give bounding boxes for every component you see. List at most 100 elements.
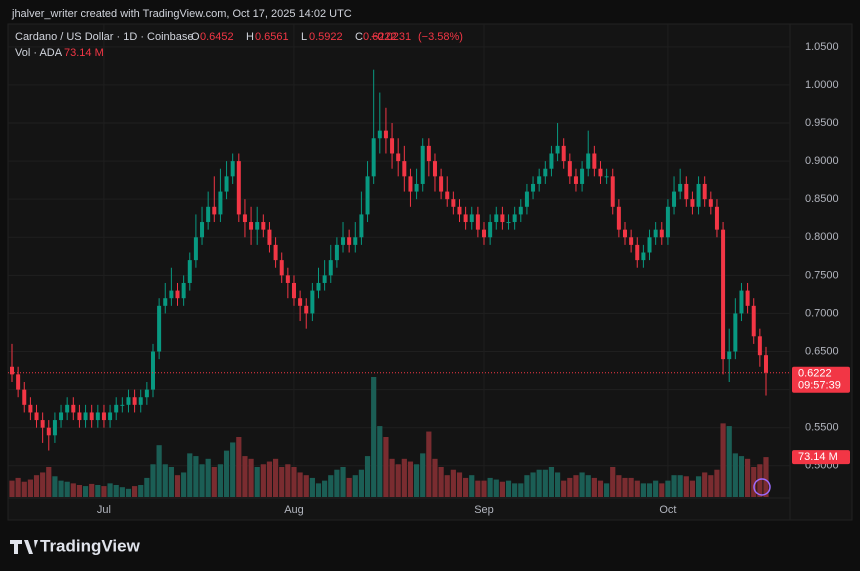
o-letter: O (191, 31, 200, 43)
candle-body (396, 153, 401, 162)
y-tick-label: 0.8000 (805, 231, 839, 243)
candle-body (561, 145, 566, 162)
candle-body (304, 305, 309, 314)
y-tick-label: 1.0500 (805, 41, 839, 53)
candle-body (567, 161, 572, 177)
volume-bar (401, 458, 407, 497)
candle-body (482, 229, 487, 238)
volume-bar (322, 480, 328, 497)
volume-bar (297, 472, 303, 497)
volume-bar (499, 481, 505, 497)
candle-body (255, 222, 260, 230)
candle-body (279, 260, 284, 276)
volume-bar (315, 483, 322, 497)
volume-bar (732, 453, 738, 497)
o-value: 0.6452 (200, 31, 234, 43)
volume-bar (726, 426, 732, 497)
candle-body (610, 176, 615, 207)
candle-body (187, 260, 192, 283)
candle-body (390, 138, 395, 154)
last-price-badge (792, 366, 850, 393)
volume-bar (512, 483, 518, 497)
volume-bar (493, 479, 499, 497)
volume-bar (659, 483, 665, 497)
candle-body (328, 260, 333, 276)
l-letter: L (301, 31, 307, 43)
candle-body (659, 229, 664, 238)
volume-bar (358, 469, 365, 497)
candles (10, 69, 768, 451)
volume-bar (745, 458, 751, 497)
volume-bar (27, 479, 33, 497)
volume-bar (132, 486, 138, 497)
candle-body (383, 130, 388, 139)
volume-bar (604, 483, 610, 497)
h-letter: H (246, 31, 254, 43)
volume-title: Vol · ADA (15, 47, 63, 59)
volume-bar (144, 477, 150, 497)
candle-body (592, 153, 597, 169)
volume-bar (217, 464, 224, 497)
candle-body (206, 206, 211, 223)
volume-bar (254, 467, 260, 497)
volume-bar (328, 475, 334, 497)
candle-body (59, 412, 64, 421)
candle-body (549, 153, 554, 169)
volume-bar (260, 464, 266, 497)
candle-body (28, 404, 33, 413)
volume-bar (40, 472, 46, 497)
change-pct: (−3.58%) (418, 31, 463, 43)
volume-bar (481, 480, 487, 497)
candle-body (89, 412, 94, 421)
volume-bar (168, 467, 174, 497)
candle-body (353, 237, 358, 245)
candle-body (218, 191, 223, 215)
volume-bar (573, 475, 579, 497)
volume-bar (640, 483, 646, 497)
candle-body (727, 351, 732, 360)
grid (8, 24, 790, 498)
candle-body (757, 336, 762, 356)
replay-icon (753, 478, 771, 496)
volume-bar (561, 480, 567, 497)
y-tick-label: 0.8500 (805, 193, 839, 205)
y-tick-label: 0.7000 (805, 307, 839, 319)
volume-bar (193, 456, 199, 497)
volume-bar (475, 480, 481, 497)
candle-body (537, 176, 542, 184)
volume-bar (371, 377, 377, 497)
volume-bar (616, 475, 622, 497)
candle-body (457, 206, 462, 215)
candle-body (721, 229, 726, 360)
candle-body (696, 183, 701, 207)
volume-bar (199, 464, 205, 497)
candle-body (408, 176, 413, 192)
candle-body (672, 191, 677, 207)
candle-body (108, 412, 113, 421)
candle-body (371, 138, 376, 177)
volume-bar (389, 458, 395, 497)
volume-bar (420, 453, 426, 497)
volume-bar (597, 480, 604, 497)
candle-body (126, 397, 131, 405)
axes: 1.0500 1.0000 0.9500 0.9000 0.8500 0.8000 0.75… (8, 41, 850, 516)
candle-body (144, 389, 149, 398)
candle-body (83, 412, 88, 421)
candle-body (494, 214, 499, 223)
candle-body (641, 252, 646, 261)
volume-bar (9, 480, 15, 497)
volume-bar (683, 476, 689, 497)
candle-body (580, 168, 585, 184)
y-tick-label: 0.9500 (805, 117, 839, 129)
candle-body (684, 183, 689, 200)
candle-body (65, 404, 70, 413)
volume-bar (536, 469, 542, 497)
candle-body (665, 206, 670, 238)
volume-bar (285, 464, 291, 497)
volume-badge (792, 450, 850, 465)
candle-body (40, 420, 45, 428)
c-value: 0.6222 (363, 31, 397, 43)
volume-bar (187, 453, 193, 497)
candle-body (512, 214, 517, 223)
